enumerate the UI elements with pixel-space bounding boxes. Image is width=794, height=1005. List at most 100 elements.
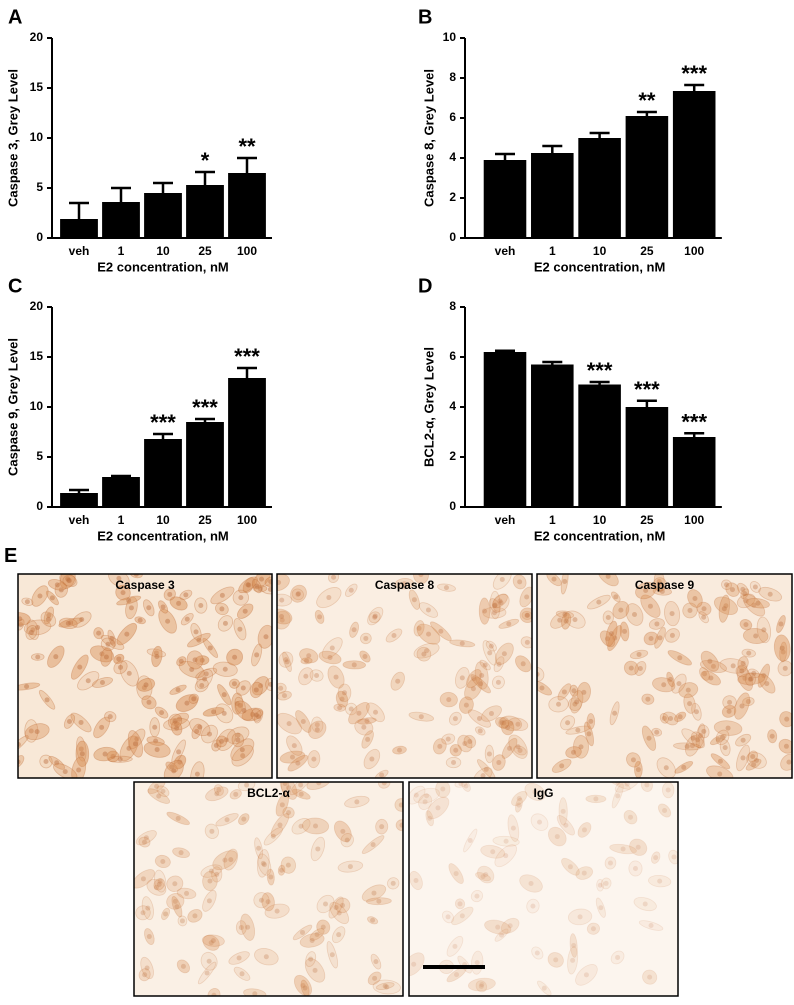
nucleus <box>207 645 213 651</box>
cell <box>745 758 762 771</box>
cell <box>500 917 520 934</box>
nucleus <box>329 952 335 958</box>
nucleus <box>34 729 40 735</box>
cell <box>334 897 351 914</box>
nucleus <box>506 621 512 627</box>
micrograph-bg <box>409 782 678 996</box>
cell <box>211 866 223 883</box>
nucleus <box>110 639 116 645</box>
cell <box>201 934 225 947</box>
nucleus <box>503 838 509 844</box>
nucleus <box>258 897 264 903</box>
cell <box>586 922 601 935</box>
cell <box>309 669 324 682</box>
cell <box>326 941 339 969</box>
cell <box>475 980 488 993</box>
nucleus <box>312 967 318 973</box>
nucleus <box>474 960 480 966</box>
cell <box>394 578 414 590</box>
nucleus <box>642 901 648 907</box>
nucleus <box>559 763 565 769</box>
cell <box>329 901 350 925</box>
cell <box>47 579 67 591</box>
cell <box>520 636 532 649</box>
nucleus <box>219 606 225 612</box>
nucleus <box>282 782 288 786</box>
cell <box>361 884 387 902</box>
x-tick-label: 25 <box>640 244 654 258</box>
nucleus <box>211 709 217 715</box>
nucleus <box>476 716 482 722</box>
bar <box>102 202 140 238</box>
nucleus <box>96 630 102 636</box>
nucleus <box>395 678 401 684</box>
cell <box>178 660 205 679</box>
nucleus <box>761 627 767 633</box>
nucleus <box>597 882 603 888</box>
cell <box>682 602 698 619</box>
nucleus <box>316 782 322 786</box>
nucleus <box>578 744 584 750</box>
nucleus <box>583 972 589 978</box>
x-tick-label: 100 <box>237 244 257 258</box>
nucleus <box>289 754 295 760</box>
cell <box>454 898 466 910</box>
nucleus <box>446 697 452 703</box>
nucleus <box>144 965 150 971</box>
cell <box>231 732 245 748</box>
y-tick-label: 15 <box>30 349 44 363</box>
nucleus <box>117 756 123 762</box>
cell <box>305 951 317 968</box>
nucleus <box>308 956 314 962</box>
cell <box>176 887 197 900</box>
cell <box>172 847 190 859</box>
cell <box>308 720 327 739</box>
cell <box>641 693 655 705</box>
cell <box>725 582 740 597</box>
cell <box>367 916 379 925</box>
nucleus <box>532 789 538 795</box>
cell <box>476 759 496 778</box>
nucleus <box>630 757 636 763</box>
cell <box>736 744 750 772</box>
nucleus <box>717 758 723 764</box>
nucleus <box>474 893 480 899</box>
nucleus <box>782 665 788 671</box>
y-axis-label: Caspase 9, Grey Level <box>5 338 20 476</box>
nucleus <box>551 576 557 582</box>
nucleus <box>224 817 230 823</box>
cell <box>667 650 692 666</box>
nucleus <box>153 884 159 890</box>
nucleus <box>452 943 458 949</box>
bar <box>578 138 621 238</box>
nucleus <box>581 870 587 876</box>
cell <box>215 735 228 748</box>
nucleus <box>105 641 111 647</box>
cell <box>683 693 696 714</box>
cell <box>125 596 138 620</box>
nucleus <box>596 599 602 605</box>
nucleus <box>199 657 205 663</box>
cell <box>100 647 113 667</box>
nucleus <box>480 874 486 880</box>
nucleus <box>710 663 716 669</box>
cell <box>40 611 57 627</box>
error-bar <box>495 152 515 160</box>
nucleus <box>743 622 749 628</box>
x-axis-label: E2 concentration, nM <box>97 528 228 543</box>
cell <box>100 637 116 651</box>
nucleus <box>221 710 227 716</box>
nucleus <box>499 576 505 582</box>
cell <box>385 628 403 643</box>
cell <box>519 874 543 893</box>
cell <box>413 620 425 637</box>
bar <box>144 193 182 238</box>
nucleus <box>331 574 337 580</box>
nucleus <box>35 654 41 660</box>
cell <box>176 656 187 667</box>
nucleus <box>520 661 526 667</box>
nucleus <box>764 681 770 687</box>
nucleus <box>167 591 173 597</box>
cell <box>744 672 756 687</box>
cell <box>463 828 478 853</box>
